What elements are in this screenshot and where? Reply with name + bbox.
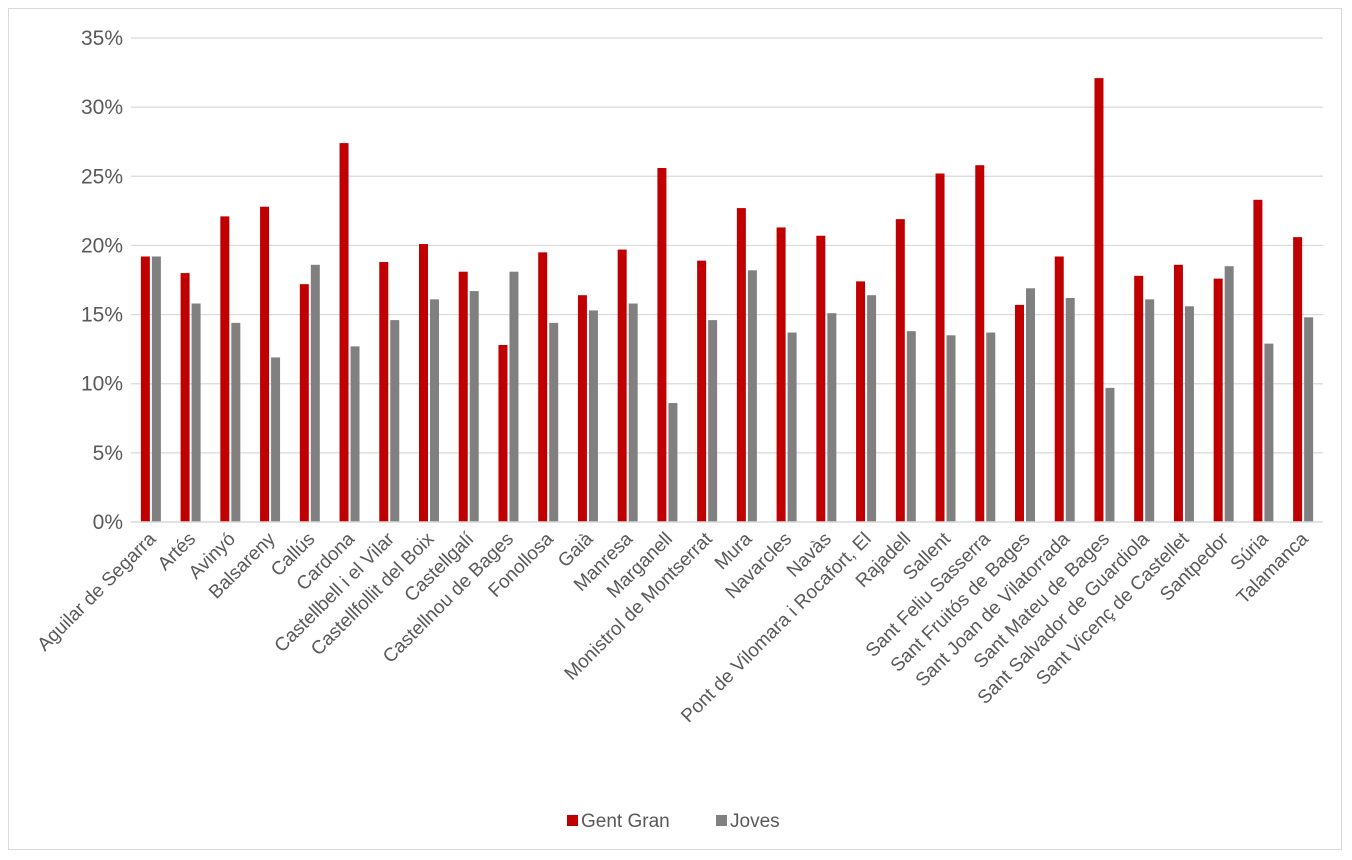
bar-joves bbox=[390, 320, 400, 522]
y-tick-label: 35% bbox=[81, 27, 123, 50]
bar-gent-gran bbox=[1094, 78, 1104, 523]
chart-area: 0% 5% 10% 15% 20% 25% 30% 35% Aguilar de Segarr… bbox=[8, 8, 1342, 850]
bar-joves bbox=[1184, 306, 1194, 522]
bar-joves bbox=[906, 331, 916, 522]
bar-joves bbox=[1224, 266, 1234, 522]
bar-gent-gran bbox=[577, 295, 587, 522]
legend-label: Joves bbox=[730, 811, 780, 832]
bar-gent-gran bbox=[299, 284, 309, 522]
bar-joves bbox=[747, 270, 757, 522]
bar-joves bbox=[787, 332, 797, 522]
bar-gent-gran bbox=[975, 165, 985, 523]
y-tick-label: 5% bbox=[93, 442, 123, 465]
bar-joves bbox=[1304, 317, 1314, 522]
bar-gent-gran bbox=[1253, 199, 1263, 522]
bar-joves bbox=[867, 295, 877, 522]
legend: Gent Gran Joves bbox=[567, 811, 780, 832]
bar-joves bbox=[946, 335, 956, 522]
bar-gent-gran bbox=[736, 208, 746, 522]
bar-gent-gran bbox=[1054, 256, 1064, 522]
bar-gent-gran bbox=[538, 252, 548, 523]
bar-joves bbox=[271, 357, 281, 522]
bar-gent-gran bbox=[935, 173, 945, 522]
bar-joves bbox=[350, 346, 360, 522]
bar-gent-gran bbox=[458, 271, 468, 522]
bar-gent-gran bbox=[895, 219, 905, 522]
bar-joves bbox=[1264, 343, 1274, 522]
bar-gent-gran bbox=[379, 262, 389, 522]
y-tick-label: 0% bbox=[93, 511, 123, 534]
y-tick-label: 25% bbox=[81, 165, 123, 188]
legend-label: Gent Gran bbox=[581, 811, 670, 832]
legend-swatch bbox=[567, 815, 578, 826]
legend-item-joves: Joves bbox=[716, 811, 780, 832]
bar-joves bbox=[986, 332, 996, 522]
bar-joves bbox=[708, 320, 718, 522]
bar-joves bbox=[628, 303, 638, 522]
bar-joves bbox=[231, 322, 241, 522]
bar-joves bbox=[191, 303, 201, 522]
x-axis-category-labels: Aguilar de SegarraArtésAvinyóBalsarenyCa… bbox=[34, 528, 1313, 727]
bar-gent-gran bbox=[697, 260, 707, 522]
bar-joves bbox=[1026, 288, 1035, 522]
y-axis-tick-labels: 0% 5% 10% 15% 20% 25% 30% 35% bbox=[81, 27, 123, 534]
bar-gent-gran bbox=[1293, 237, 1303, 523]
bar-gent-gran bbox=[498, 344, 508, 522]
bar-gent-gran bbox=[657, 167, 667, 522]
bar-joves bbox=[469, 291, 479, 522]
bars bbox=[140, 78, 1314, 523]
y-tick-label: 10% bbox=[81, 373, 123, 396]
bar-joves bbox=[430, 299, 439, 522]
bar-gent-gran bbox=[856, 281, 866, 522]
bar-gent-gran bbox=[1173, 264, 1183, 522]
bar-gent-gran bbox=[140, 256, 150, 522]
x-category-label: Aguilar de Segarra bbox=[34, 528, 161, 655]
bar-gent-gran bbox=[617, 249, 627, 522]
bar-gent-gran bbox=[419, 244, 428, 522]
bar-joves bbox=[151, 256, 161, 522]
bar-gent-gran bbox=[339, 143, 349, 522]
y-tick-label: 15% bbox=[81, 304, 123, 327]
legend-item-gent-gran: Gent Gran bbox=[567, 811, 670, 832]
bar-gent-gran bbox=[816, 235, 826, 522]
bar-joves bbox=[549, 322, 559, 522]
bar-joves bbox=[827, 313, 837, 522]
bar-joves bbox=[1105, 387, 1115, 522]
bar-gent-gran bbox=[1213, 278, 1223, 522]
y-tick-label: 20% bbox=[81, 234, 123, 257]
bar-gent-gran bbox=[1015, 304, 1024, 522]
bar-joves bbox=[310, 264, 320, 522]
legend-swatch bbox=[716, 815, 727, 826]
y-tick-label: 30% bbox=[81, 96, 123, 119]
bar-joves bbox=[509, 271, 519, 522]
bar-chart: 0% 5% 10% 15% 20% 25% 30% 35% Aguilar de Segarr… bbox=[34, 27, 1323, 832]
bar-gent-gran bbox=[1134, 275, 1144, 522]
bar-gent-gran bbox=[180, 273, 190, 522]
bar-joves bbox=[668, 403, 678, 522]
bar-joves bbox=[588, 310, 598, 522]
bar-gent-gran bbox=[776, 227, 786, 523]
bar-gent-gran bbox=[220, 216, 230, 523]
bar-joves bbox=[1145, 299, 1155, 522]
gridlines bbox=[131, 37, 1323, 454]
bar-gent-gran bbox=[260, 206, 270, 523]
bar-joves bbox=[1065, 297, 1075, 522]
